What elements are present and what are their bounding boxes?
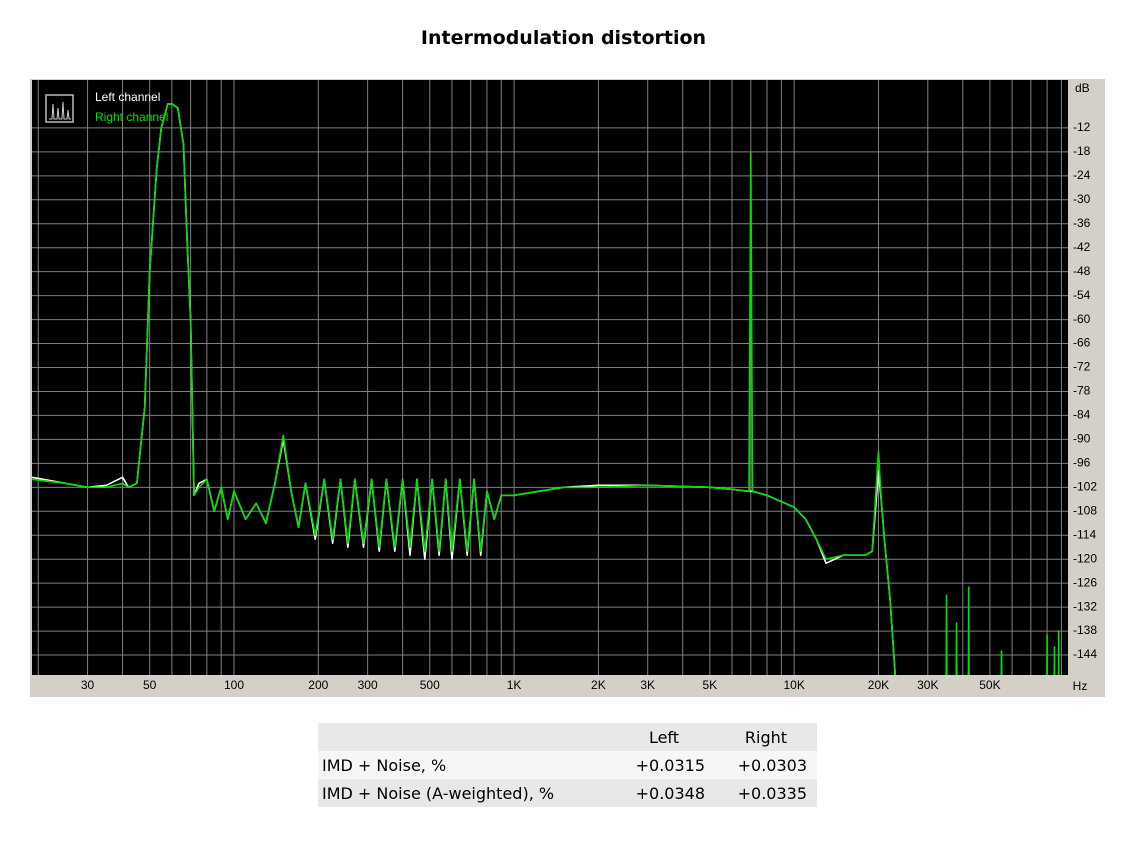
header-spacer (318, 723, 613, 751)
y-tick-label: -42 (1073, 240, 1091, 254)
x-tick-label: 20K (868, 678, 889, 692)
y-tick-label: -114 (1073, 527, 1096, 541)
series-line (32, 103, 1060, 675)
results-table: Left Right IMD + Noise, % +0.0315 +0.030… (318, 723, 817, 807)
cell: +0.0303 (737, 755, 807, 775)
y-tick-label: -90 (1073, 432, 1091, 446)
y-tick-label: -96 (1073, 456, 1091, 470)
table-header: Left Right (318, 723, 817, 751)
y-tick-label: -120 (1073, 551, 1097, 565)
y-tick-label: -24 (1073, 168, 1091, 182)
x-tick-label: 10K (783, 678, 804, 692)
x-tick-label: 30K (917, 678, 938, 692)
y-tick-label: -84 (1073, 408, 1091, 422)
y-tick-label: -48 (1073, 264, 1091, 278)
legend-entry: Right channel (95, 110, 168, 124)
legend: Left channel Right channel (45, 90, 168, 124)
chart: Left channel Right channel -12 -18 -24 -30 -3… (30, 79, 1105, 697)
grid (32, 80, 1068, 675)
y-tick-label: -36 (1073, 216, 1091, 230)
y-tick-label: -144 (1073, 647, 1097, 661)
y-tick-label: -30 (1073, 192, 1091, 206)
y-tick-label: -108 (1073, 503, 1097, 517)
y-tick-label: -102 (1073, 479, 1097, 493)
x-tick-label: 3K (640, 678, 655, 692)
lines (32, 103, 1060, 675)
x-tick-label: 2K (591, 678, 606, 692)
legend-entry: Left channel (95, 90, 160, 104)
y-tick-label: -126 (1073, 575, 1097, 589)
y-tick-label: -78 (1073, 384, 1091, 398)
legend-icon-trace (49, 101, 71, 120)
x-tick-label: 100 (224, 678, 244, 692)
x-tick-label: 30 (81, 678, 95, 692)
y-tick-label: -54 (1073, 288, 1091, 302)
row-label: IMD + Noise (A-weighted), % (322, 783, 555, 803)
cell: +0.0335 (737, 783, 807, 803)
column-header: Right (744, 727, 788, 747)
x-tick-label: 5K (703, 678, 718, 692)
y-tick-label: -66 (1073, 336, 1091, 350)
y-tick-label: -60 (1073, 312, 1091, 326)
y-unit-label: dB (1075, 81, 1090, 95)
y-tick-label: -12 (1073, 120, 1091, 134)
y-tick-label: -72 (1073, 360, 1091, 374)
axes: -12 -18 -24 -30 -36 -42 -48 -54 -60 -66 -72 -78 -84 -… (81, 81, 1097, 693)
cell: +0.0315 (635, 755, 705, 775)
y-tick-label: -18 (1073, 144, 1091, 158)
x-tick-label: 300 (358, 678, 378, 692)
chart-title: Intermodulation distortion (420, 27, 707, 49)
x-tick-label: 1K (507, 678, 522, 692)
table-row: IMD + Noise, % +0.0315 +0.0303 (318, 751, 817, 779)
row-label: IMD + Noise, % (322, 755, 447, 775)
column-header: Left (648, 727, 680, 747)
y-tick-label: -132 (1073, 599, 1097, 613)
x-tick-label: 50K (979, 678, 1000, 692)
x-tick-label: 200 (308, 678, 328, 692)
x-unit-label: Hz (1073, 679, 1088, 693)
x-tick-label: 50 (143, 678, 157, 692)
table-row: IMD + Noise (A-weighted), % +0.0348 +0.0… (318, 779, 817, 807)
x-tick-label: 500 (420, 678, 440, 692)
plot-area (32, 80, 1068, 675)
y-tick-label: -138 (1073, 623, 1097, 637)
cell: +0.0348 (635, 783, 705, 803)
